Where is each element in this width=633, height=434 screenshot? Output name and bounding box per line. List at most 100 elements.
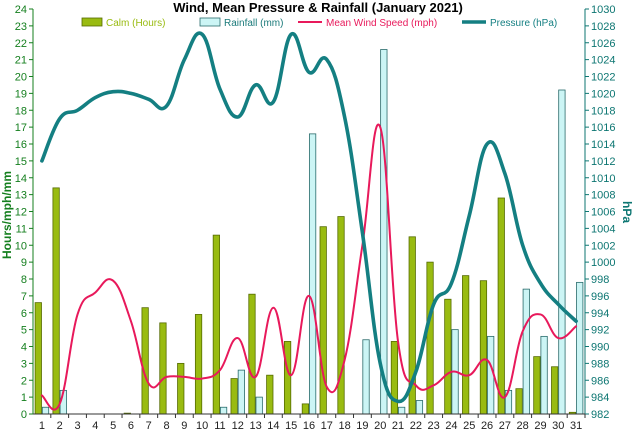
x-tick-label: 8 [163, 420, 169, 432]
rainfall-bar [576, 281, 584, 415]
calm-bar [266, 374, 274, 415]
calm-bar [52, 187, 60, 415]
rainfall-bar [540, 335, 548, 415]
x-tick-label: 23 [428, 420, 440, 432]
y-left-tick-label: 24 [15, 4, 27, 16]
x-tick-label: 13 [249, 420, 261, 432]
legend-calm-swatch [81, 17, 103, 27]
legend: Calm (Hours) Rainfall (mm) Mean Wind Speed… [81, 17, 557, 29]
x-tick-label: 27 [499, 420, 511, 432]
y-left-tick-label: 0 [21, 409, 27, 421]
x-tick-label: 30 [552, 420, 564, 432]
y-right-tick-label: 994 [591, 308, 609, 320]
x-tick-label: 21 [392, 420, 404, 432]
calm-bar [479, 280, 488, 415]
calm-bar [426, 261, 434, 415]
legend-wind-speed-label: Mean Wind Speed (mph) [326, 18, 437, 29]
y-left-tick-label: 9 [21, 257, 27, 269]
x-tick-label: 6 [128, 420, 134, 432]
calm-bar [301, 403, 310, 415]
y-left-tick-label: 1 [21, 392, 27, 404]
x-tick-label: 31 [570, 420, 582, 432]
y-left-tick-label: 12 [15, 207, 27, 219]
calm-bar [248, 293, 256, 415]
y-right-tick-label: 1008 [591, 190, 615, 202]
pressure-line [40, 31, 578, 404]
y-right-tick-label: 984 [591, 392, 609, 404]
y-left-tick-label: 16 [15, 139, 27, 151]
x-tick-label: 14 [267, 420, 279, 432]
y-right-tick-label: 1014 [591, 139, 615, 151]
y-left-tick-label: 7 [21, 291, 27, 303]
x-tick-label: 22 [410, 420, 422, 432]
axes-layer: 0123456789101112131415161718192021222324… [15, 4, 616, 432]
y-right-tick-label: 1006 [591, 207, 615, 219]
y-right-tick-label: 1016 [591, 122, 615, 134]
y-left-tick-label: 20 [15, 72, 27, 84]
y-left-tick-label: 5 [21, 325, 27, 337]
bars-layer [34, 49, 584, 415]
x-tick-label: 1 [39, 420, 45, 432]
y-right-tick-label: 1002 [591, 240, 615, 252]
y-left-tick-label: 13 [15, 190, 27, 202]
calm-bar [34, 302, 42, 415]
calm-bar [159, 322, 167, 415]
rainfall-bar [41, 406, 50, 415]
x-tick-label: 24 [445, 420, 457, 432]
calm-bar [212, 234, 220, 415]
rainfall-bar [308, 133, 317, 415]
calm-bar [177, 362, 185, 415]
legend-rainfall-swatch [199, 17, 221, 27]
y-axis-left-label: Hours/mph/mm [0, 171, 14, 259]
y-left-tick-label: 6 [21, 308, 27, 320]
y-right-tick-label: 1030 [591, 4, 615, 16]
y-right-tick-label: 986 [591, 375, 609, 387]
y-right-tick-label: 1028 [591, 21, 615, 33]
x-tick-label: 11 [214, 420, 225, 432]
rainfall-bar [237, 369, 245, 415]
x-tick-label: 3 [74, 420, 80, 432]
x-tick-label: 26 [481, 420, 493, 432]
legend-pressure-label: Pressure (hPa) [490, 18, 557, 29]
rainfall-bar [415, 400, 424, 415]
y-left-tick-label: 14 [15, 173, 27, 185]
calm-bar [444, 298, 452, 415]
legend-calm-label: Calm (Hours) [106, 18, 165, 29]
y-right-tick-label: 1020 [591, 88, 615, 100]
wind-speed-line [40, 123, 578, 411]
x-tick-label: 7 [146, 420, 152, 432]
y-left-tick-label: 10 [15, 240, 27, 252]
calm-bar [337, 216, 345, 415]
y-left-tick-label: 15 [15, 156, 27, 168]
y-right-tick-label: 1000 [591, 257, 615, 269]
y-left-tick-label: 22 [15, 38, 27, 50]
y-right-tick-label: 1022 [591, 72, 615, 84]
x-tick-label: 17 [321, 420, 333, 432]
chart-title: Wind, Mean Pressure & Rainfall (January … [173, 0, 463, 15]
y-left-tick-label: 18 [15, 105, 27, 117]
x-tick-label: 15 [285, 420, 297, 432]
rainfall-bar [380, 49, 388, 415]
x-tick-label: 16 [303, 420, 315, 432]
rainfall-bar [522, 288, 530, 415]
legend-rainfall-label: Rainfall (mm) [224, 18, 283, 29]
y-right-tick-label: 1018 [591, 105, 615, 117]
x-tick-label: 25 [463, 420, 475, 432]
y-left-tick-label: 11 [16, 223, 27, 235]
y-left-tick-label: 23 [15, 21, 27, 33]
calm-bar [551, 366, 559, 415]
rainfall-bar [398, 406, 406, 415]
calm-bar [515, 388, 523, 415]
x-tick-label: 12 [232, 420, 244, 432]
y-right-tick-label: 982 [591, 409, 609, 421]
y-right-tick-label: 1012 [591, 156, 615, 168]
rainfall-bar [362, 339, 370, 415]
x-tick-label: 5 [110, 420, 116, 432]
y-right-tick-label: 996 [591, 291, 609, 303]
y-left-tick-label: 4 [21, 342, 27, 354]
calm-bar [230, 378, 238, 415]
y-left-tick-label: 2 [21, 375, 27, 387]
y-left-tick-label: 3 [21, 358, 27, 370]
y-right-tick-label: 1024 [591, 55, 615, 67]
